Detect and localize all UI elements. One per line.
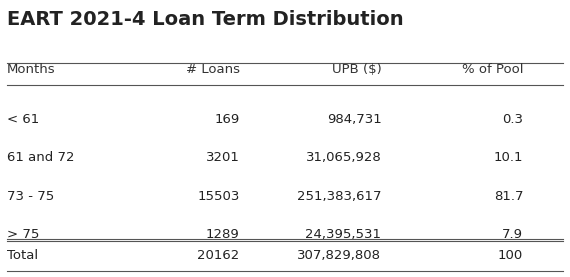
Text: 251,383,617: 251,383,617 xyxy=(297,189,381,202)
Text: 31,065,928: 31,065,928 xyxy=(306,151,381,164)
Text: 0.3: 0.3 xyxy=(502,113,523,126)
Text: < 61: < 61 xyxy=(7,113,39,126)
Text: 15503: 15503 xyxy=(197,189,239,202)
Text: % of Pool: % of Pool xyxy=(462,63,523,76)
Text: Total: Total xyxy=(7,248,38,261)
Text: 20162: 20162 xyxy=(197,248,239,261)
Text: 61 and 72: 61 and 72 xyxy=(7,151,75,164)
Text: # Loans: # Loans xyxy=(186,63,239,76)
Text: Months: Months xyxy=(7,63,56,76)
Text: 81.7: 81.7 xyxy=(494,189,523,202)
Text: 169: 169 xyxy=(214,113,239,126)
Text: 100: 100 xyxy=(498,248,523,261)
Text: 73 - 75: 73 - 75 xyxy=(7,189,54,202)
Text: 307,829,808: 307,829,808 xyxy=(298,248,381,261)
Text: 10.1: 10.1 xyxy=(494,151,523,164)
Text: 1289: 1289 xyxy=(206,228,239,241)
Text: 7.9: 7.9 xyxy=(502,228,523,241)
Text: UPB ($): UPB ($) xyxy=(332,63,381,76)
Text: 24,395,531: 24,395,531 xyxy=(306,228,381,241)
Text: > 75: > 75 xyxy=(7,228,39,241)
Text: EART 2021-4 Loan Term Distribution: EART 2021-4 Loan Term Distribution xyxy=(7,10,404,29)
Text: 3201: 3201 xyxy=(206,151,239,164)
Text: 984,731: 984,731 xyxy=(327,113,381,126)
